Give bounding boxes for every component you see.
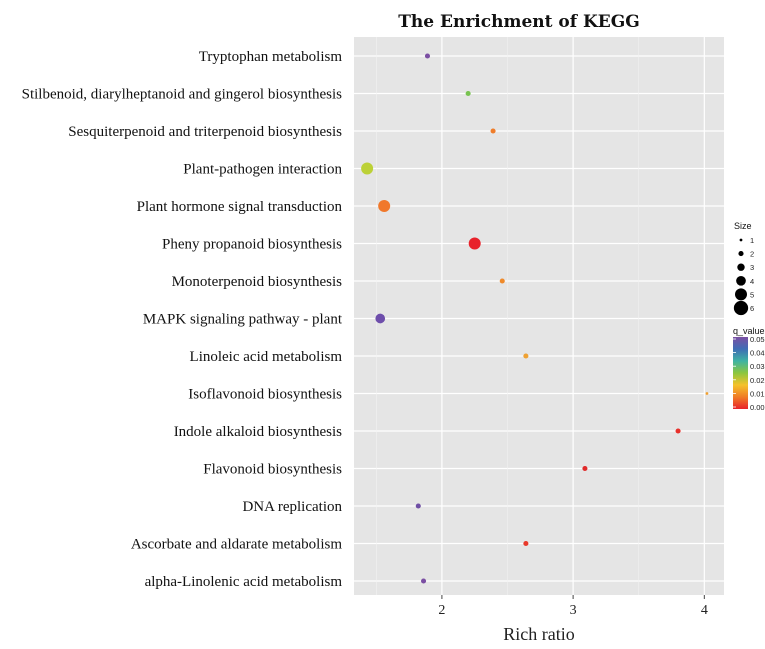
q-value-legend: q_value 0.05 0.04 0.03 0.02 0.01 0.00 [733, 326, 765, 412]
category-label: MAPK signaling pathway - plant [143, 312, 343, 328]
category-labels: Tryptophan metabolism Stilbenoid, diarylh… [22, 49, 343, 590]
data-points [361, 53, 709, 584]
data-point [705, 392, 709, 395]
colorbar-tick-label: 0.04 [750, 349, 765, 358]
category-label: Flavonoid biosynthesis [203, 462, 342, 478]
chart-title: The Enrichment of KEGG [398, 12, 639, 32]
category-label: Monoterpenoid biosynthesis [172, 274, 343, 290]
x-tick-label: 4 [701, 603, 708, 618]
colorbar-tick-label: 0.01 [750, 389, 765, 398]
category-label: Stilbenoid, diarylheptanoid and gingerol… [22, 87, 343, 103]
grid-lines [354, 37, 724, 595]
category-label: Isoflavonoid biosynthesis [188, 387, 342, 403]
data-point [424, 53, 431, 59]
size-legend-label: 5 [750, 290, 754, 299]
colorbar-tick-label: 0.05 [750, 335, 765, 344]
x-tick-label: 3 [570, 603, 577, 618]
category-label: Indole alkaloid biosynthesis [174, 424, 342, 440]
colorbar-tick-label: 0.03 [750, 362, 765, 371]
data-point [499, 278, 505, 284]
category-label: Sesquiterpenoid and triterpenoid biosynt… [68, 124, 342, 140]
data-point [582, 465, 588, 472]
size-legend-title: Size [734, 221, 752, 231]
size-legend-label: 6 [750, 304, 754, 313]
colorbar-tick-label: 0.00 [750, 403, 765, 412]
category-label: Linoleic acid metabolism [190, 349, 343, 365]
size-legend-label: 1 [750, 236, 754, 245]
category-label: Plant hormone signal transduction [137, 199, 343, 215]
q-value-legend-title: q_value [733, 326, 765, 336]
data-point [420, 578, 427, 584]
data-point [465, 90, 471, 97]
q-value-colorbar [733, 337, 748, 409]
category-label: Pheny propanoid biosynthesis [162, 237, 342, 253]
data-point [468, 237, 481, 250]
size-legend: Size 1 2 3 4 5 6 [733, 221, 754, 316]
data-point [675, 428, 681, 434]
plot-panel [354, 37, 724, 595]
x-axis-title: Rich ratio [503, 624, 574, 644]
x-tick-label: 2 [438, 603, 445, 618]
size-legend-dot [739, 238, 743, 242]
category-label: DNA replication [242, 499, 342, 515]
size-legend-label: 3 [750, 263, 754, 272]
size-legend-label: 2 [750, 250, 754, 259]
size-legend-dot [736, 275, 746, 286]
size-legend-label: 4 [750, 277, 754, 286]
size-legend-dot [737, 263, 745, 271]
size-legend-dot [738, 251, 744, 257]
colorbar-tick-label: 0.02 [750, 376, 765, 385]
data-point [375, 313, 386, 324]
x-axis-ticks: 2 3 4 [438, 595, 708, 618]
data-point [523, 353, 529, 359]
size-legend-dot [735, 288, 747, 301]
category-label: Tryptophan metabolism [199, 49, 343, 65]
data-point [523, 540, 529, 547]
data-point [415, 503, 421, 509]
size-legend-dot [733, 300, 749, 316]
data-point [378, 200, 391, 212]
data-point [490, 128, 496, 134]
category-label: Plant-pathogen interaction [183, 162, 342, 178]
category-label: Ascorbate and aldarate metabolism [131, 537, 342, 553]
category-label: alpha-Linolenic acid metabolism [145, 574, 343, 590]
data-point [361, 162, 374, 175]
